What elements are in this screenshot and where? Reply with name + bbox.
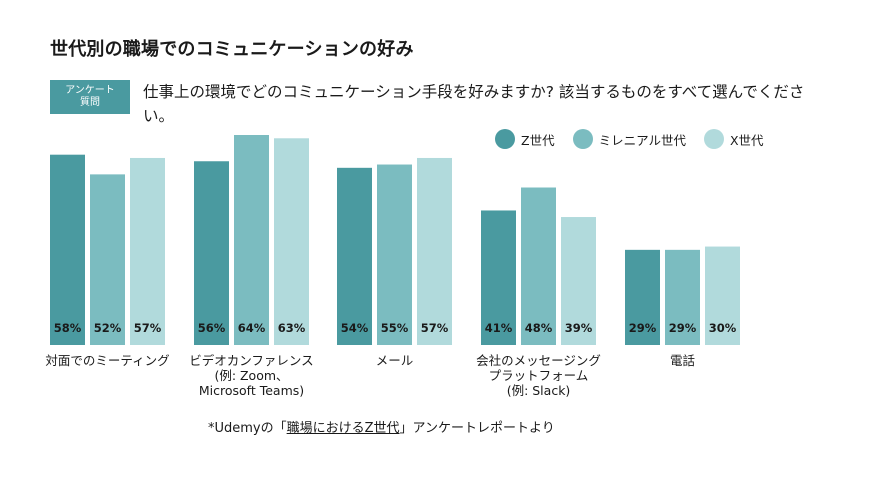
legend-swatch-x: [703, 129, 724, 149]
bar-value-label-1-1: 64%: [238, 321, 266, 335]
bar-4-2: [705, 246, 740, 345]
bar-value-label-3-1: 48%: [525, 321, 553, 335]
bar-value-label-0-1: 52%: [94, 321, 122, 335]
bar-value-label-3-0: 41%: [485, 321, 513, 335]
category-label-3: 会社のメッセージング プラットフォーム (例: Slack): [476, 353, 601, 398]
legend: Z世代 ミレニアル世代 X世代: [495, 129, 764, 149]
bar-0-0: [50, 154, 85, 345]
legend-swatch-z: [495, 129, 515, 149]
bar-3-1: [521, 187, 556, 345]
footnote-suffix: 」アンケートレポートより: [399, 421, 555, 436]
legend-item-millennial: ミレニアル世代: [572, 129, 686, 149]
legend-label-millennial: ミレニアル世代: [598, 132, 686, 148]
survey-badge: アンケート 質問: [50, 80, 130, 114]
bar-value-label-4-0: 29%: [629, 321, 657, 335]
survey-question: 仕事上の環境でどのコミュニケーション手段を好みますか? 該当するものをすべて選ん…: [143, 83, 805, 125]
bar-value-label-2-1: 55%: [381, 321, 409, 335]
footnote-prefix: *Udemyの「: [208, 421, 287, 436]
bar-value-label-1-0: 56%: [198, 321, 226, 335]
bar-4-1: [665, 249, 700, 345]
bar-2-0: [337, 167, 372, 345]
legend-label-x: X世代: [729, 132, 764, 148]
legend-swatch-millennial: [572, 129, 593, 149]
bar-value-label-2-0: 54%: [341, 321, 369, 335]
bar-value-label-4-1: 29%: [669, 321, 697, 335]
bar-3-2: [561, 217, 596, 345]
bar-3-0: [481, 210, 516, 345]
category-label-1: ビデオカンファレンス (例: Zoom、 Microsoft Teams): [189, 353, 314, 398]
bar-value-label-0-0: 58%: [54, 321, 82, 335]
legend-label-z: Z世代: [521, 132, 555, 148]
legend-item-x: X世代: [703, 129, 764, 149]
bar-1-2: [274, 138, 309, 345]
bar-value-label-4-2: 30%: [709, 321, 737, 335]
category-label-0: 対面でのミーティング: [45, 353, 170, 368]
bar-2-1: [377, 164, 412, 345]
bar-value-label-1-2: 63%: [278, 321, 306, 335]
chart-title: 世代別の職場でのコミュニケーションの好み: [50, 39, 414, 60]
bar-1-0: [194, 161, 229, 345]
bar-4-0: [625, 249, 660, 345]
bar-0-1: [90, 174, 125, 345]
legend-item-z: Z世代: [495, 129, 555, 149]
bar-0-2: [130, 157, 165, 345]
footnote: *Udemyの「職場におけるZ世代」アンケートレポートより: [208, 417, 555, 436]
bar-value-label-2-2: 57%: [421, 321, 449, 335]
bar-1-1: [234, 135, 269, 345]
badge-line-2: 質問: [80, 97, 100, 108]
category-label-4: 電話: [669, 353, 695, 368]
bar-value-label-3-2: 39%: [565, 321, 593, 335]
bar-value-label-0-2: 57%: [134, 321, 162, 335]
footnote-report-link[interactable]: 職場におけるZ世代: [286, 421, 400, 436]
bar-2-2: [417, 157, 452, 345]
category-label-2: メール: [375, 353, 414, 368]
badge-line-1: アンケート: [65, 85, 115, 96]
